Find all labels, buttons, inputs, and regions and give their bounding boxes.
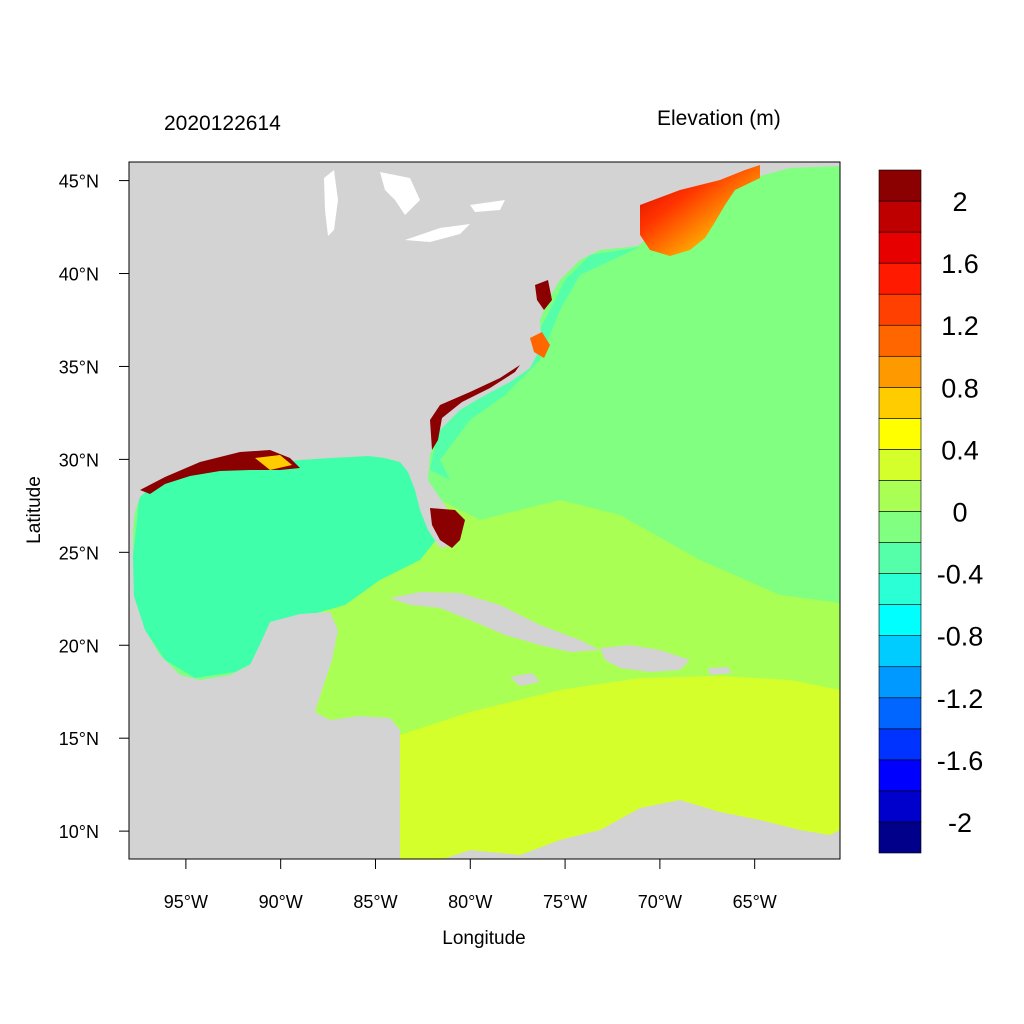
y-axis-title: Latitude [24, 476, 45, 544]
colorbar-bin [878, 387, 922, 419]
lon-tick-label: 85°W [353, 892, 397, 912]
surge-atlantic-coast [430, 365, 520, 450]
shelf-band [430, 247, 640, 480]
lon-tick-label: 70°W [638, 892, 682, 912]
colorbar-bin [878, 821, 922, 854]
lat-tick-label: 35°N [59, 357, 99, 377]
colorbar-bin [878, 666, 922, 699]
surge-louisiana [255, 455, 292, 470]
surge-northeast [640, 165, 760, 256]
colorbar-bin [878, 169, 922, 202]
lake-erie [405, 224, 470, 242]
colorbar-bin [878, 790, 922, 823]
map-plot-area [129, 162, 840, 859]
land-jamaica [510, 673, 540, 686]
colorbar-label: 1.2 [941, 311, 979, 341]
lon-tick-label: 90°W [259, 892, 303, 912]
colorbar-bin [878, 231, 922, 264]
lon-axis: 95°W 90°W 85°W 80°W 75°W 70°W 65°W [164, 859, 777, 912]
colorbar-bin [878, 604, 922, 636]
colorbar-labels: 2 1.6 1.2 0.8 0.4 0 -0.4 -0.8 -1.2 -1.6 -2 [937, 187, 984, 838]
lake-ontario [470, 200, 505, 212]
lat-tick-label: 45°N [59, 172, 99, 192]
colorbar-bin [878, 697, 922, 730]
lake-michigan [324, 170, 338, 236]
colorbar-bin [878, 542, 922, 574]
lat-tick-label: 30°N [59, 450, 99, 470]
gulf-of-mexico [133, 452, 440, 678]
colorbar-label: -1.2 [937, 684, 984, 714]
lon-tick-label: 65°W [733, 892, 777, 912]
surge-florida [430, 508, 465, 548]
colorbar-bin [878, 262, 922, 295]
x-axis-title: Longitude [442, 928, 525, 949]
colorbar-bin [878, 324, 922, 357]
colorbar-bin [878, 635, 922, 668]
land-hispaniola [600, 645, 690, 672]
surge-chesapeake [535, 280, 552, 310]
lat-axis: 45°N 40°N 35°N 30°N 25°N 20°N 15°N 10°N [59, 172, 129, 842]
colorbar-label: 2 [952, 187, 967, 217]
colorbar-label: 0.4 [941, 435, 979, 465]
colorbar-label: -2 [948, 808, 972, 838]
lat-tick-label: 25°N [59, 543, 99, 563]
variable-label: Elevation (m) [657, 107, 781, 130]
colorbar-bin [878, 200, 922, 233]
lat-tick-label: 15°N [59, 729, 99, 749]
colorbar-label: -0.4 [937, 560, 984, 590]
lat-tick-label: 20°N [59, 636, 99, 656]
colorbar-bin [878, 728, 922, 761]
lat-tick-label: 10°N [59, 822, 99, 842]
lon-tick-label: 95°W [164, 892, 208, 912]
lon-tick-label: 80°W [448, 892, 492, 912]
lake-huron [380, 172, 420, 215]
colorbar-label: 0 [952, 498, 967, 528]
caribbean-south [400, 676, 840, 859]
land-puerto-rico [708, 667, 732, 675]
land-cuba [390, 592, 600, 652]
colorbar-bin [878, 418, 922, 450]
colorbar-bin [878, 480, 922, 512]
colorbar-label: -0.8 [937, 622, 984, 652]
time-label: 2020122614 [164, 112, 281, 135]
lat-tick-label: 40°N [59, 265, 99, 285]
colorbar-bin [878, 759, 922, 792]
colorbar [878, 169, 922, 854]
plot-frame [128, 161, 841, 860]
lon-tick-label: 75°W [543, 892, 587, 912]
colorbar-label: 0.8 [941, 373, 979, 403]
land-south-america [443, 800, 840, 859]
colorbar-bin [878, 573, 922, 605]
colorbar-label: 1.6 [941, 249, 979, 279]
colorbar-bin [878, 449, 922, 481]
colorbar-bin [878, 355, 922, 388]
colorbar-bin [878, 511, 922, 543]
colorbar-bin [878, 293, 922, 326]
land-north-america [129, 162, 840, 859]
surge-outer-banks [530, 332, 550, 358]
colorbar-label: -1.6 [937, 746, 984, 776]
